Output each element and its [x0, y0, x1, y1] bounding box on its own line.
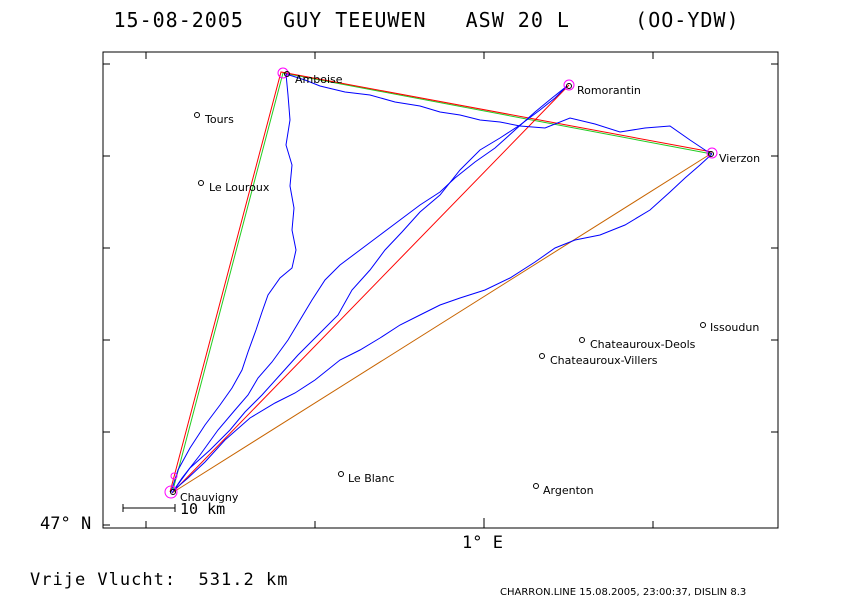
- gps-track: [170, 73, 713, 494]
- place-label-amboise: Amboise: [295, 73, 343, 86]
- place-label-romorantin: Romorantin: [577, 84, 641, 97]
- place-label-vierzon: Vierzon: [719, 152, 761, 165]
- place-label-chauvigny: Chauvigny: [180, 491, 239, 504]
- flight-date: 15-08-2005: [113, 8, 244, 32]
- course-leg-vierzon: [171, 152, 713, 494]
- place-label-le-louroux: Le Louroux: [209, 181, 270, 194]
- place-marker-issoudun: [700, 322, 706, 328]
- place-marker-chauvigny: [170, 489, 176, 495]
- place-label-tours: Tours: [205, 113, 234, 126]
- glider-registration: (OO-YDW): [635, 8, 740, 32]
- place-marker-le-blanc: [338, 471, 344, 477]
- longitude-label: 1° E: [462, 533, 503, 553]
- pilot-name: GUY TEEUWEN: [283, 8, 427, 32]
- place-marker-amboise: [284, 71, 290, 77]
- turnpoint-markers: [164, 67, 718, 499]
- distance-value: 531.2 km: [198, 570, 289, 590]
- place-label-le-blanc: Le Blanc: [348, 472, 395, 485]
- track-segment-vierzon-a: [285, 73, 713, 155]
- axis-ticks: [103, 52, 778, 528]
- place-label-chateauroux-villers: Chateauroux-Villers: [550, 354, 658, 367]
- place-marker-tours: [194, 112, 200, 118]
- free-flight-distance: Vrije Vlucht: 531.2 km: [30, 570, 288, 590]
- track-segment-romorantin-a: [173, 85, 568, 491]
- scale-label: 10 km: [180, 500, 226, 518]
- turnpoint-marker-romorantin: [563, 79, 575, 91]
- place-marker-chateauroux-deols: [579, 337, 585, 343]
- footer-info: CHARRON.LINE 15.08.2005, 23:00:37, DISLI…: [500, 587, 747, 598]
- place-marker-romorantin: [566, 83, 572, 89]
- track-segment-romorantin-b: [171, 85, 568, 494]
- place-label-chateauroux-deols: Chateauroux-Deols: [590, 338, 696, 351]
- turnpoint-marker-vierzon: [706, 147, 718, 159]
- place-marker-vierzon: [708, 151, 714, 157]
- map-frame: [102, 51, 779, 529]
- course-leg-green: [172, 72, 713, 491]
- course-lines: [169, 71, 713, 494]
- glider-type: ASW 20 L: [465, 8, 570, 32]
- place-marker-argenton: [533, 483, 539, 489]
- place-label-argenton: Argenton: [543, 484, 594, 497]
- latitude-label: 47° N: [40, 514, 92, 534]
- flight-title: 15-08-2005 GUY TEEUWEN ASW 20 L (OO-YDW): [0, 8, 853, 32]
- place-label-issoudun: Issoudun: [710, 321, 760, 334]
- place-markers: [170, 71, 714, 495]
- track-segment-amboise: [170, 73, 297, 493]
- course-leg-red: [169, 71, 713, 493]
- distance-label: Vrije Vlucht:: [30, 570, 177, 590]
- start-marker-chauvigny: [170, 472, 178, 480]
- turnpoint-marker-amboise: [277, 67, 289, 79]
- track-segment-vierzon-b: [173, 153, 713, 491]
- turnpoint-marker-chauvigny: [164, 485, 178, 499]
- place-marker-chateauroux-villers: [539, 353, 545, 359]
- scale-bar: [122, 504, 176, 512]
- course-leg-romorantin: [171, 84, 570, 494]
- place-marker-le-louroux: [198, 180, 204, 186]
